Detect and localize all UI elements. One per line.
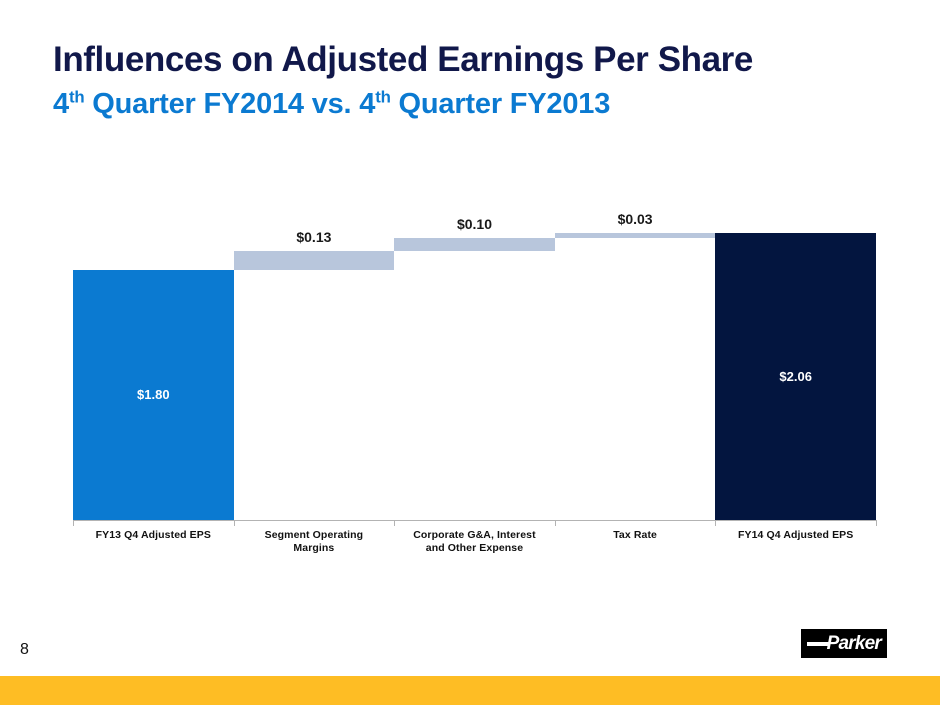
bar-3 — [394, 237, 555, 252]
subtitle-superscript-2: th — [375, 87, 391, 107]
category-label-4: Tax Rate — [555, 529, 716, 542]
category-label-line: FY13 Q4 Adjusted EPS — [95, 529, 211, 541]
category-label-5: FY14 Q4 Adjusted EPS — [715, 529, 876, 542]
category-label-line: FY14 Q4 Adjusted EPS — [737, 529, 854, 541]
category-label-1: FY13 Q4 Adjusted EPS — [73, 529, 234, 542]
waterfall-chart: $1.80 $0.13 $0.10 $0.03 $2.06 FY13 Q4 Adjust… — [73, 200, 877, 555]
bar-1: $1.80 — [73, 269, 234, 520]
category-label-line: Tax Rate — [613, 529, 657, 541]
subtitle-part-b: Quarter FY2014 vs. 4 — [84, 88, 376, 120]
bar-5: $2.06 — [715, 233, 876, 520]
x-axis-line — [73, 520, 876, 521]
bar-value-label-4: $0.03 — [617, 211, 653, 228]
bar-value-label-2: $0.13 — [296, 229, 332, 246]
bar-value-label-3: $0.10 — [456, 215, 492, 232]
category-label-line: and Other Expense — [425, 542, 524, 554]
axis-tick — [233, 520, 235, 526]
subtitle-part-c: Quarter FY2013 — [390, 88, 611, 120]
page-title: Influences on Adjusted Earnings Per Shar… — [53, 40, 753, 79]
category-label-2: Segment Operating Margins — [234, 529, 395, 555]
bar-value-label-1: $1.80 — [137, 386, 170, 402]
chart-plot-area: $1.80 $0.13 $0.10 $0.03 $2.06 — [73, 200, 876, 520]
footer-accent-bar — [0, 676, 940, 705]
axis-tick — [554, 520, 556, 526]
category-label-3: Corporate G&A, Interest and Other Expense — [394, 529, 555, 555]
category-label-line: Corporate G&A, Interest — [413, 529, 536, 541]
logo-bar-icon — [807, 642, 829, 646]
subtitle-part-a: 4 — [53, 88, 69, 120]
axis-tick — [73, 520, 74, 526]
logo-text: Parker — [826, 632, 882, 654]
bar-4 — [554, 233, 716, 238]
axis-tick — [394, 520, 396, 526]
parker-logo: Parker — [801, 629, 887, 658]
axis-tick — [715, 520, 717, 526]
axis-tick — [876, 520, 877, 526]
category-label-line: Margins — [293, 542, 335, 554]
bar-value-label-5: $2.06 — [779, 368, 812, 384]
category-label-line: Segment Operating — [264, 529, 364, 541]
bar-2 — [233, 251, 395, 270]
page-subtitle: 4th Quarter FY2014 vs. 4th Quarter FY201… — [53, 88, 610, 121]
subtitle-superscript-1: th — [68, 87, 85, 107]
page-number: 8 — [20, 641, 29, 658]
